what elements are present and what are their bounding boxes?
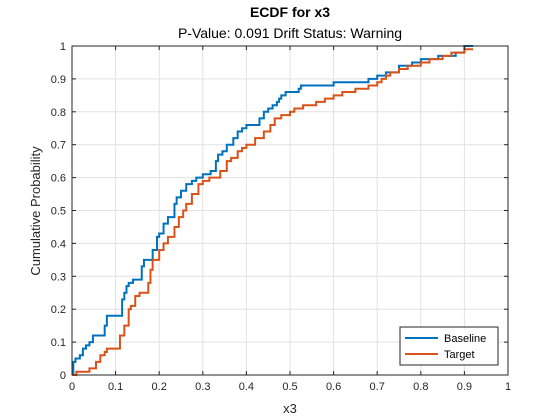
y-tick-label: 0.3 — [51, 271, 66, 283]
y-tick-label: 0.4 — [51, 238, 66, 250]
y-tick-label: 0.2 — [51, 304, 66, 316]
y-tick-label: 0 — [60, 370, 66, 382]
y-tick-label: 1 — [60, 41, 66, 53]
x-tick-label: 0.5 — [282, 381, 297, 393]
legend-label-baseline: Baseline — [444, 333, 486, 345]
x-tick-label: 0.9 — [457, 381, 472, 393]
x-tick-label: 1 — [505, 381, 511, 393]
legend-label-target: Target — [444, 349, 475, 361]
chart-title: ECDF for x3 — [250, 4, 330, 20]
x-axis-label: x3 — [283, 401, 297, 416]
y-tick-label: 0.1 — [51, 337, 66, 349]
y-axis-label: Cumulative Probability — [28, 146, 43, 276]
y-tick-label: 0.6 — [51, 173, 66, 185]
x-tick-label: 0.3 — [195, 381, 210, 393]
x-tick-label: 0.4 — [239, 381, 254, 393]
y-tick-label: 0.8 — [51, 107, 66, 119]
x-tick-label: 0.7 — [370, 381, 385, 393]
chart-subtitle: P-Value: 0.091 Drift Status: Warning — [178, 25, 402, 41]
legend-box — [399, 326, 499, 366]
y-tick-label: 0.7 — [51, 140, 66, 152]
series-line-target — [72, 48, 474, 376]
plot-area: 0 0.1 0.2 0.3 0.4 0.5 0.6 0.7 0.8 0.9 1 0 0.1 0.2 0.3 0… — [51, 41, 511, 393]
y-tick-label: 0.5 — [51, 206, 66, 218]
x-tick-label: 0.6 — [326, 381, 341, 393]
x-tick-label: 0.2 — [152, 381, 167, 393]
series-line-baseline — [72, 45, 474, 376]
x-tick-label: 0.8 — [413, 381, 428, 393]
x-tick-label: 0.1 — [108, 381, 123, 393]
y-tick-label: 0.9 — [51, 74, 66, 86]
x-tick-label: 0 — [69, 381, 75, 393]
